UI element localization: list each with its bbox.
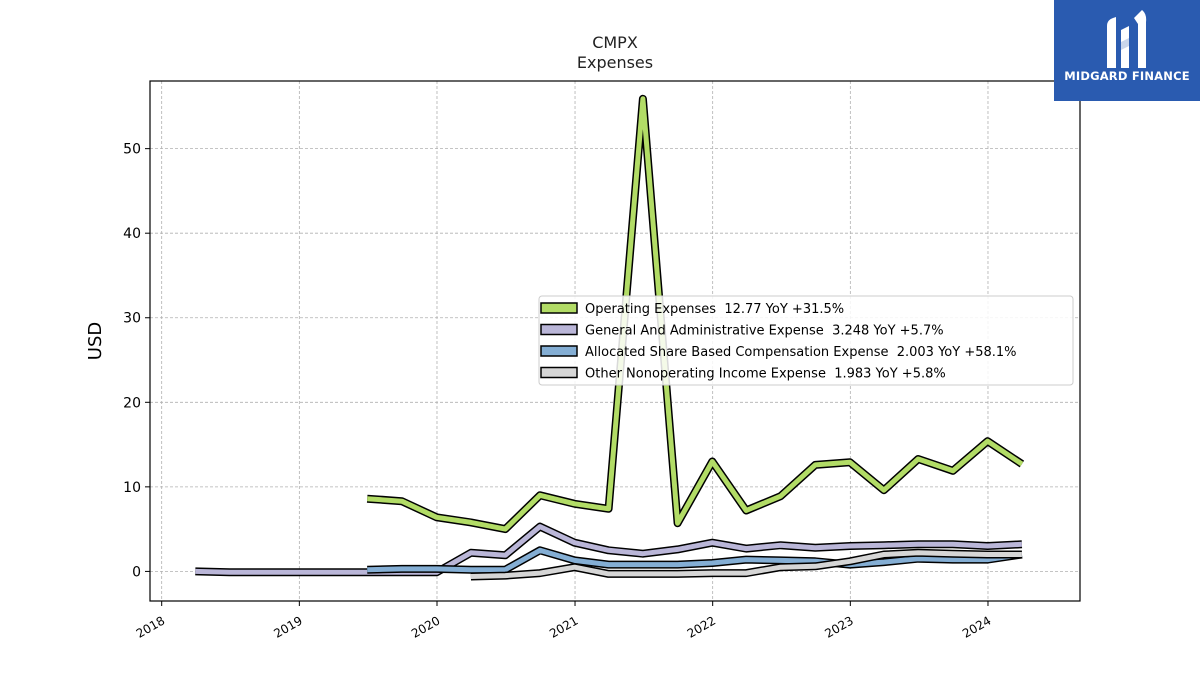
x-tick-label: 2022	[685, 613, 718, 640]
series-line-3	[470, 550, 1022, 579]
chart-subtitle: Expenses	[577, 53, 653, 72]
legend-label: General And Administrative Expense 3.248…	[585, 324, 944, 339]
series-lines	[195, 94, 1025, 581]
legend-swatch	[540, 302, 578, 314]
x-tick-label: 2019	[271, 613, 304, 640]
plot-frame	[149, 80, 1081, 602]
y-tick-label: 50	[123, 142, 141, 158]
y-tick-label: 0	[132, 564, 141, 580]
y-tick-label: 20	[123, 395, 141, 411]
y-axis-label: USD	[85, 322, 106, 360]
x-tick-label: 2020	[409, 613, 442, 640]
series-line-2	[367, 547, 1023, 573]
chart-title: CMPX	[592, 33, 638, 52]
legend-box	[538, 295, 1074, 386]
logo-text: MIDGARD FINANCE	[1064, 69, 1190, 83]
x-tick-label: 2018	[134, 613, 167, 640]
legend-label: Other Nonoperating Income Expense 1.983 …	[585, 367, 946, 382]
legend-swatch	[540, 323, 578, 336]
midgard-logo-icon	[1107, 10, 1147, 68]
x-tick-label: 2021	[547, 613, 580, 640]
legend-label: Allocated Share Based Compensation Expen…	[585, 345, 1017, 360]
y-tick-label: 10	[123, 480, 141, 496]
legend-swatch	[540, 366, 578, 379]
legend-swatch	[540, 345, 578, 357]
legend-label: Operating Expenses 12.77 YoY +31.5%	[585, 302, 844, 317]
y-tick-label: 40	[123, 226, 141, 242]
x-tick-label: 2024	[960, 613, 993, 640]
y-tick-label: 30	[123, 311, 141, 327]
legend: Operating Expenses 12.77 YoY +31.5% Gener…	[538, 295, 1074, 386]
x-tick-label: 2023	[822, 613, 855, 640]
series-line-1	[195, 524, 1023, 575]
brand-logo: MIDGARD FINANCE	[1054, 0, 1200, 101]
series-line-0	[367, 96, 1024, 532]
